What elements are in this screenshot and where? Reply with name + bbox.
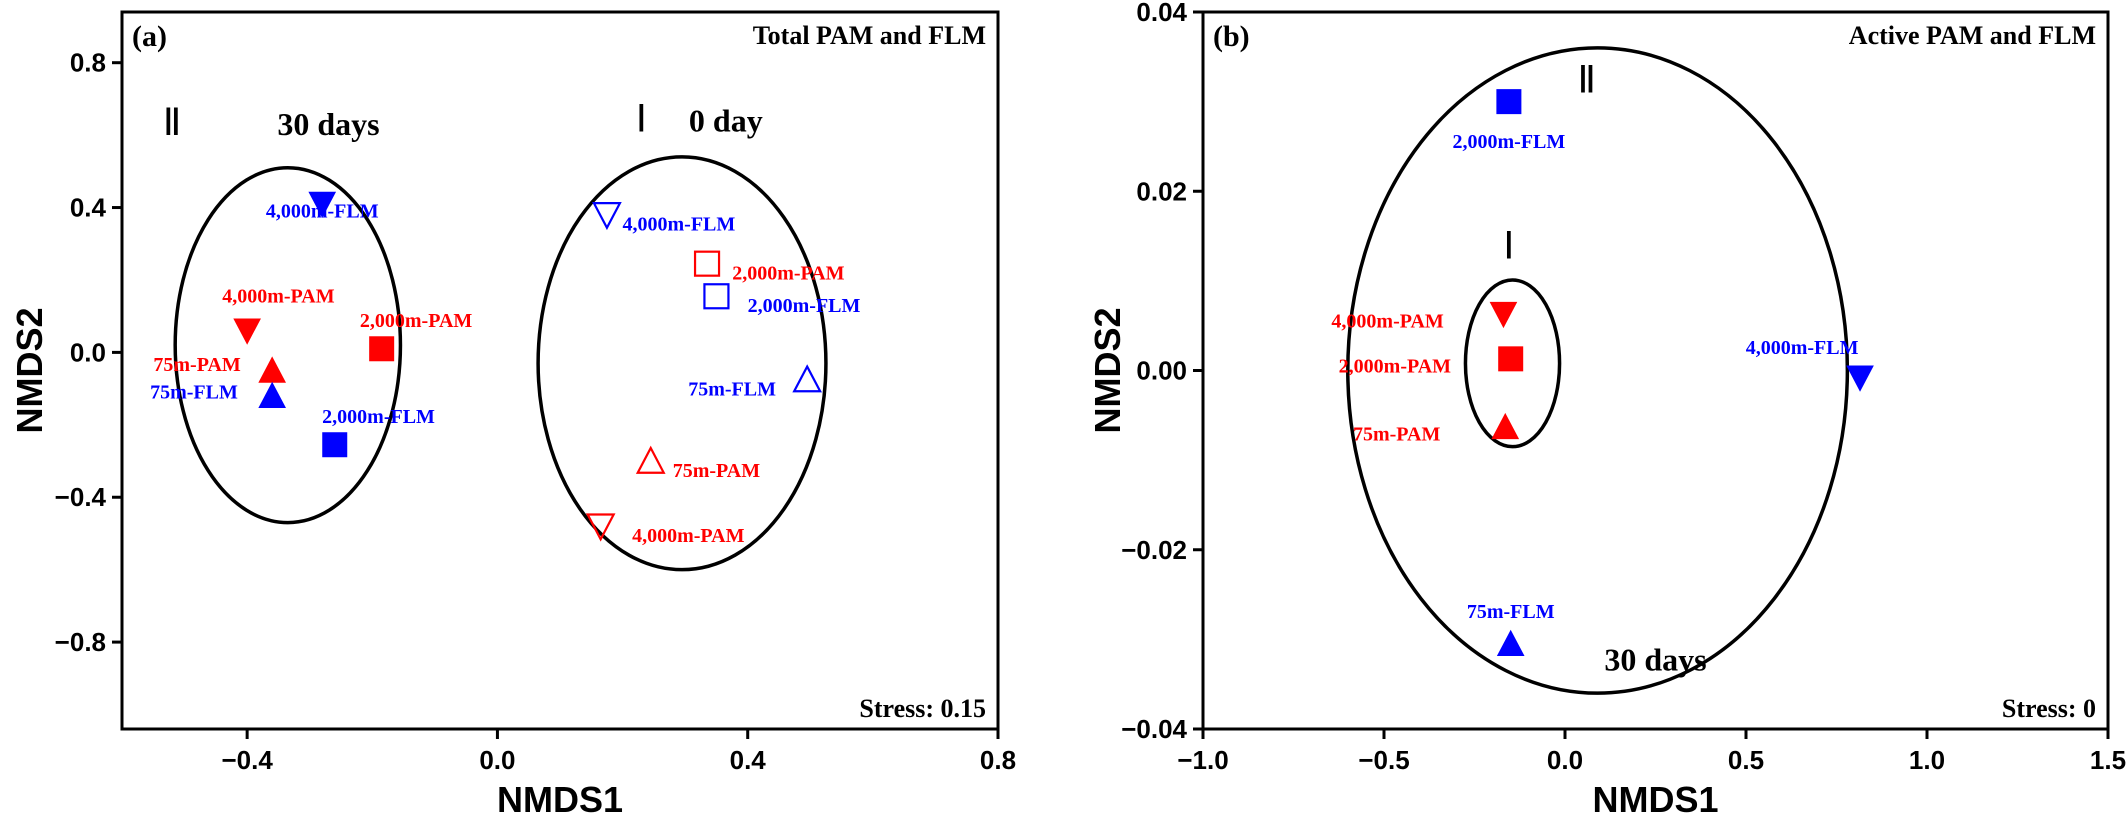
data-point-square (693, 250, 721, 277)
x-tick-label: 1.5 (2090, 745, 2126, 775)
x-tick-label: 0.0 (1547, 745, 1583, 775)
data-point-label: 2,000m-FLM (1453, 131, 1566, 153)
x-tick-label: −0.5 (1358, 745, 1409, 775)
data-point-triangle-down (308, 191, 337, 218)
x-tick-label: 0.5 (1728, 745, 1764, 775)
y-tick-label: −0.8 (55, 627, 106, 657)
data-point-square (1496, 89, 1522, 115)
x-tick-label: −0.4 (221, 745, 273, 775)
group-label: 0 day (689, 103, 763, 139)
group-roman-numeral: Ⅱ (163, 102, 182, 144)
y-tick-label: 0.8 (70, 48, 106, 78)
y-axis-title: NMDS2 (9, 307, 50, 433)
data-point-label: 4,000m-PAM (632, 525, 744, 547)
data-point-label: 2,000m-PAM (732, 262, 844, 284)
data-point-square (1498, 346, 1524, 372)
data-point-label: 2,000m-PAM (360, 310, 472, 332)
group-label: 30 days (277, 106, 379, 142)
group-roman-numeral: Ⅰ (1503, 225, 1514, 267)
y-tick-label: 0.0 (70, 337, 106, 367)
y-tick-label: 0.4 (70, 193, 107, 223)
data-point-label: 4,000m-FLM (623, 214, 736, 236)
group-ellipse (1346, 46, 1850, 695)
data-point-triangle-down (592, 201, 622, 231)
stress-label: Stress: 0 (2002, 694, 2096, 723)
x-axis-title: NMDS1 (497, 779, 623, 820)
data-point-label: 75m-FLM (688, 378, 776, 400)
data-point-triangle-down (233, 318, 261, 345)
x-tick-label: −1.0 (1177, 745, 1228, 775)
group-ellipse (173, 165, 403, 525)
data-point-label: 75m-FLM (150, 381, 238, 403)
x-tick-label: 0.4 (730, 745, 767, 775)
panel-label: (a) (132, 20, 167, 53)
data-point-label: 4,000m-FLM (266, 201, 379, 223)
data-point-label: 2,000m-PAM (1339, 355, 1451, 377)
y-tick-label: −0.4 (55, 482, 107, 512)
group-label: 30 days (1604, 642, 1706, 678)
data-point-square (703, 283, 730, 310)
panel-b: −1.0 −0.5 0.0 0.5 1.0 1.5 −0.04 −0.02 0.00 0.02 0.… (1087, 0, 2126, 820)
data-point-triangle-up (1491, 412, 1520, 440)
y-tick-label: −0.04 (1121, 714, 1187, 744)
stress-label: Stress: 0.15 (859, 694, 986, 723)
data-point-label: 4,000m-PAM (222, 285, 334, 307)
data-point-square (322, 432, 348, 458)
data-point-label: 4,000m-FLM (1746, 337, 1859, 359)
data-point-triangle-up (258, 356, 286, 383)
data-point-label: 2,000m-FLM (322, 406, 435, 428)
data-point-label: 75m-PAM (153, 354, 240, 376)
data-point-label: 2,000m-FLM (748, 295, 861, 317)
group-ellipse (536, 155, 828, 572)
group-roman-numeral: Ⅱ (1577, 60, 1596, 102)
data-point-square (369, 336, 395, 362)
y-axis-title: NMDS2 (1087, 307, 1128, 433)
data-point-label: 75m-FLM (1467, 601, 1555, 623)
data-point-triangle-down (1489, 301, 1518, 329)
x-tick-label: 0.0 (479, 745, 515, 775)
x-tick-label: 1.0 (1909, 745, 1945, 775)
data-point-label: 75m-PAM (673, 460, 760, 482)
plot-frame (120, 10, 1000, 731)
panel-a: −0.4 0.0 0.4 0.8 −0.8 −0.4 0.0 0.4 0.8 NMDS1 NMDS2… (9, 10, 1016, 820)
group-ellipse (1463, 278, 1562, 449)
y-tick-label: −0.02 (1121, 535, 1187, 565)
data-point-triangle-up (635, 445, 666, 474)
data-point-label: 4,000m-PAM (1331, 311, 1443, 333)
data-point-triangle-down (585, 513, 616, 542)
panel-title: Total PAM and FLM (753, 21, 986, 50)
data-point-label: 75m-PAM (1353, 424, 1440, 446)
x-axis-title: NMDS1 (1592, 779, 1718, 820)
data-point-triangle-up (792, 364, 822, 393)
y-tick-label: 0.04 (1136, 0, 1187, 27)
y-tick-label: 0.02 (1136, 176, 1187, 206)
data-point-triangle-up (1496, 629, 1525, 657)
x-tick-label: 0.8 (980, 745, 1016, 775)
data-point-triangle-down (1846, 365, 1874, 392)
y-tick-label: 0.00 (1136, 356, 1187, 386)
data-point-triangle-up (258, 381, 286, 409)
panel-label: (b) (1213, 20, 1250, 53)
group-roman-numeral: Ⅰ (636, 99, 647, 141)
panel-title: Active PAM and FLM (1849, 21, 2096, 50)
